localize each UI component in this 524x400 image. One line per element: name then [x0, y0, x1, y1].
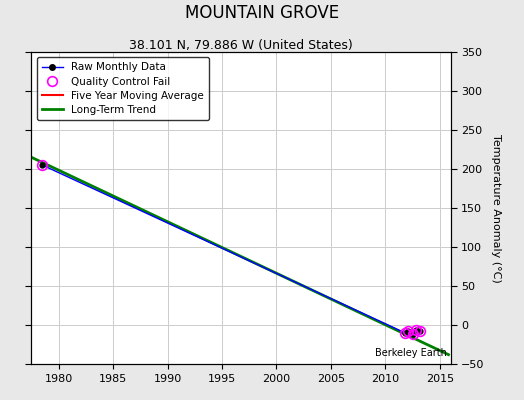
- Y-axis label: Temperature Anomaly (°C): Temperature Anomaly (°C): [491, 134, 501, 282]
- Text: Berkeley Earth: Berkeley Earth: [375, 348, 446, 358]
- Title: 38.101 N, 79.886 W (United States): 38.101 N, 79.886 W (United States): [129, 39, 353, 52]
- Legend: Raw Monthly Data, Quality Control Fail, Five Year Moving Average, Long-Term Tren: Raw Monthly Data, Quality Control Fail, …: [37, 57, 209, 120]
- Text: MOUNTAIN GROVE: MOUNTAIN GROVE: [185, 4, 339, 22]
